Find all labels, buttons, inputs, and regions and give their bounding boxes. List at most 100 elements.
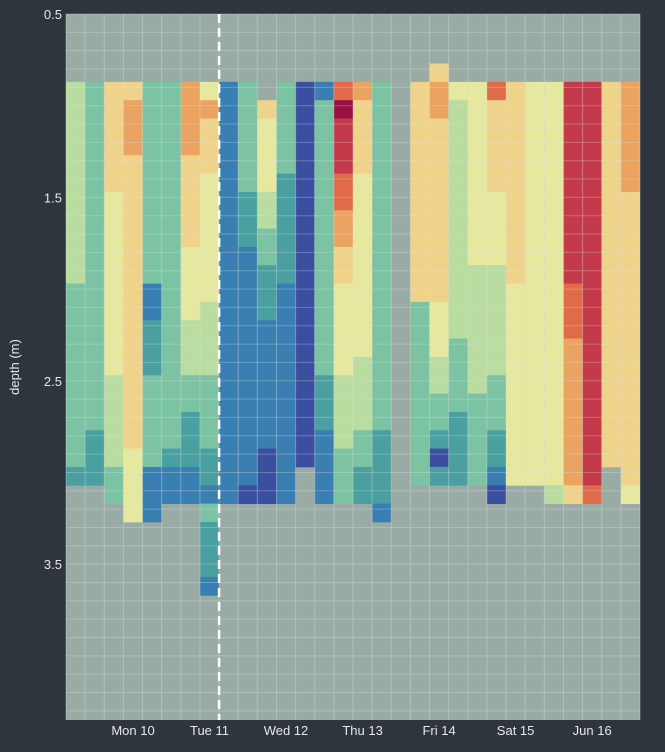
heatmap-cell	[353, 246, 373, 266]
heatmap-cell	[429, 301, 449, 321]
heatmap-cell	[448, 338, 468, 358]
heatmap-cell	[238, 100, 258, 119]
heatmap-cell	[333, 246, 353, 266]
heatmap-cell	[142, 191, 162, 211]
heatmap-cell	[410, 136, 430, 156]
heatmap-cell	[372, 503, 392, 523]
heatmap-cell	[372, 411, 392, 431]
heatmap-cell	[467, 466, 487, 486]
heatmap-cell	[314, 430, 334, 449]
heatmap-cell	[372, 485, 392, 505]
heatmap-cell	[257, 338, 277, 358]
heatmap-cell	[314, 283, 334, 303]
heatmap-cell	[410, 191, 430, 211]
heatmap-cell	[448, 320, 468, 339]
heatmap-cell	[486, 411, 507, 431]
heatmap-cell	[486, 338, 507, 358]
heatmap-cell	[582, 375, 602, 394]
heatmap-cell	[333, 338, 353, 358]
heatmap-cell	[486, 173, 507, 193]
heatmap-cell	[353, 81, 373, 101]
heatmap-cell	[563, 155, 583, 174]
heatmap-cell	[563, 320, 583, 339]
heatmap-cell	[372, 228, 392, 248]
heatmap-cell	[199, 356, 220, 376]
heatmap-cell	[219, 118, 239, 138]
heatmap-cell	[123, 100, 143, 119]
heatmap-cell	[448, 228, 468, 248]
heatmap-cell	[199, 246, 220, 266]
heatmap-cell	[544, 155, 564, 174]
heatmap-cell	[257, 320, 277, 339]
heatmap-cell	[123, 411, 143, 431]
heatmap-cell	[85, 301, 105, 321]
heatmap-cell	[353, 136, 373, 156]
heatmap-cell	[295, 430, 315, 449]
heatmap-cell	[353, 448, 373, 468]
heatmap-cell	[219, 246, 239, 266]
heatmap-cell	[276, 136, 296, 156]
heatmap-cell	[104, 283, 124, 303]
heatmap-cell	[506, 320, 526, 339]
heatmap-cell	[582, 100, 602, 119]
heatmap-cell	[582, 466, 602, 486]
heatmap-cell	[142, 173, 162, 193]
heatmap-cell	[544, 210, 564, 229]
heatmap-cell	[620, 283, 640, 303]
heatmap-cell	[582, 283, 602, 303]
heatmap-cell	[238, 338, 258, 358]
heatmap-cell	[601, 356, 621, 376]
heatmap-cell	[333, 356, 353, 376]
heatmap-cell	[295, 173, 315, 193]
heatmap-cell	[563, 466, 583, 486]
heatmap-cell	[199, 228, 220, 248]
heatmap-cell	[620, 100, 640, 119]
heatmap-cell	[180, 430, 200, 449]
heatmap-cell	[314, 375, 334, 394]
heatmap-cell	[353, 265, 373, 284]
heatmap-cell	[525, 228, 545, 248]
heatmap-cell	[180, 356, 200, 376]
heatmap-cell	[525, 356, 545, 376]
heatmap-cell	[199, 466, 220, 486]
heatmap-cell	[295, 393, 315, 413]
heatmap-cell	[506, 155, 526, 174]
heatmap-cell	[372, 173, 392, 193]
heatmap-cell	[142, 265, 162, 284]
heatmap-cell	[161, 356, 181, 376]
heatmap-cell	[544, 448, 564, 468]
heatmap-cell	[525, 136, 545, 156]
heatmap-cell	[582, 210, 602, 229]
heatmap-cell	[295, 356, 315, 376]
heatmap-cell	[104, 448, 124, 468]
heatmap-cell	[161, 393, 181, 413]
heatmap-cell	[314, 155, 334, 174]
heatmap-cell	[353, 338, 373, 358]
heatmap-cell	[161, 191, 181, 211]
heatmap-cell	[142, 393, 162, 413]
heatmap-cell	[372, 118, 392, 138]
heatmap-cell	[620, 485, 640, 505]
heatmap-cell	[486, 100, 507, 119]
heatmap-cell	[85, 430, 105, 449]
heatmap-cell	[372, 375, 392, 394]
heatmap-cell	[582, 81, 602, 101]
heatmap-cell	[123, 246, 143, 266]
heatmap-cell	[353, 155, 373, 174]
heatmap-cell	[486, 393, 507, 413]
heatmap-cell	[161, 100, 181, 119]
heatmap-cell	[582, 485, 602, 505]
heatmap-cell	[563, 356, 583, 376]
heatmap-cell	[161, 320, 181, 339]
heatmap-cell	[314, 393, 334, 413]
heatmap-cell	[276, 191, 296, 211]
heatmap-cell	[582, 136, 602, 156]
heatmap-cell	[199, 118, 220, 138]
heatmap-cell	[448, 375, 468, 394]
heatmap-cell	[372, 301, 392, 321]
heatmap-cell	[199, 558, 220, 578]
heatmap-cell	[85, 411, 105, 431]
heatmap-cell	[199, 210, 220, 229]
heatmap-cell	[525, 393, 545, 413]
heatmap-cell	[104, 320, 124, 339]
